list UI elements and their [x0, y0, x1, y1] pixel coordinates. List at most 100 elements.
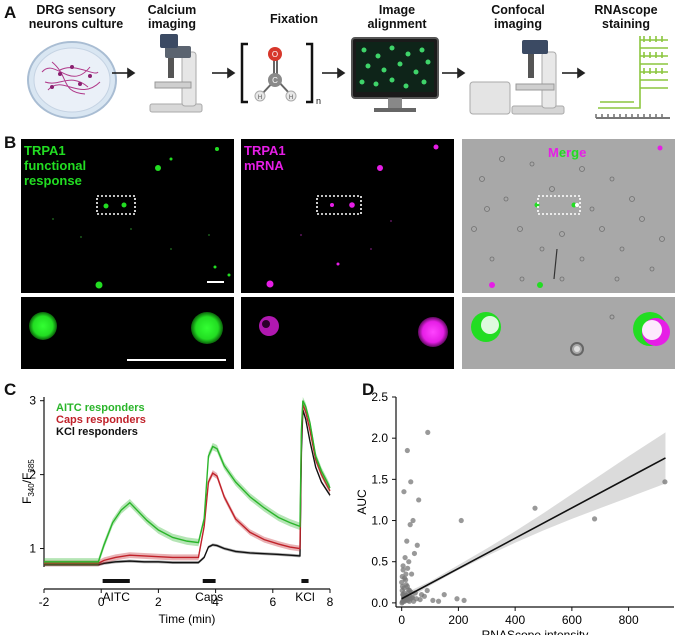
scatter-point: [401, 489, 407, 495]
confidence-band: [401, 432, 666, 603]
scatter-point: [454, 596, 460, 602]
x-tick-label: 6: [269, 595, 276, 609]
x-tick-label: 2: [155, 595, 162, 609]
merge-label: Merge: [548, 145, 587, 160]
scatter-point: [409, 595, 415, 601]
y-tick-label: 2.0: [371, 431, 388, 445]
stimulus-label-2: KCl: [295, 590, 314, 604]
scatter-point: [421, 593, 427, 599]
scatter-point: [662, 479, 668, 485]
y-tick-label: 1.0: [371, 514, 388, 528]
stimulus-label-0: AITC: [103, 590, 131, 604]
workflow-diagram: O C H H n: [27, 34, 670, 119]
y-tick-label: 3: [29, 394, 36, 408]
rnascope-probe-icon: [595, 36, 670, 119]
legend-entry-1: Caps responders: [56, 414, 146, 426]
scatter-point: [532, 505, 538, 511]
trpa1-response-label: TRPA1 functional response: [24, 143, 87, 188]
step-label-confocal: Confocal imaging: [491, 3, 545, 31]
step-label-alignment: Image alignment: [367, 3, 427, 31]
scatter-point: [400, 563, 406, 569]
scatter-point: [409, 571, 415, 577]
panel-label-b: B: [4, 133, 17, 152]
legend-entry-0: AITC responders: [56, 402, 145, 414]
x-axis-label: RNAScope intensity: [482, 628, 589, 635]
svg-text:C: C: [272, 76, 278, 85]
microscope-icon: [149, 34, 203, 113]
scatter-point: [402, 554, 408, 561]
x-tick-label: 4: [212, 595, 219, 609]
calcium-trace-chart: 1 2 3 -2 0 2 4 6 8 Time (min) F340/F385 AITC Caps KCl…: [20, 394, 334, 626]
svg-text:H: H: [258, 95, 262, 101]
scatter-point: [591, 516, 598, 522]
y-tick-label: 0.0: [371, 596, 388, 610]
scatter-point: [404, 447, 410, 454]
formaldehyde-icon: O C H H n: [240, 42, 321, 106]
scatter-point: [416, 497, 422, 503]
step-label-culture: DRG sensory neurons culture: [28, 3, 124, 31]
trpa1-mrna-zoom-image: [241, 297, 454, 369]
scatter-point: [411, 550, 418, 557]
scatter-point: [410, 517, 416, 524]
y-axis-label: F340/F385: [20, 459, 36, 504]
fit-line: [401, 457, 666, 600]
step-label-calcium: Calcium imaging: [147, 3, 197, 31]
step-label-rnascope: RNAscope staining: [594, 3, 658, 31]
scatter-point: [404, 538, 410, 544]
y-tick-label: 2: [29, 468, 36, 482]
stimulus-bar-0: [102, 579, 130, 583]
x-tick-label: 0: [398, 613, 405, 627]
x-tick-label: 0: [98, 595, 105, 609]
stimulus-bar-1: [202, 579, 216, 583]
scatter-point: [441, 592, 447, 598]
scatter-point: [414, 542, 420, 548]
x-tick-label: 8: [327, 595, 334, 609]
scatter-point: [400, 567, 406, 573]
confocal-microscope-icon: [469, 40, 565, 115]
svg-text:O: O: [272, 50, 278, 59]
x-tick-label: 200: [448, 613, 468, 627]
scatter-point: [408, 479, 414, 485]
panel-label-d: D: [362, 380, 375, 399]
merge-zoom-image: [462, 297, 675, 369]
x-tick-label: -2: [39, 595, 50, 609]
stimulus-bar-2: [301, 579, 309, 583]
y-axis-label: AUC: [355, 489, 369, 515]
merge-image: Merge: [462, 139, 675, 293]
series-line-1: [44, 404, 331, 565]
scatter-point: [399, 579, 405, 585]
scatter-point: [430, 597, 436, 604]
scatter-point: [399, 573, 405, 580]
scatter-point: [405, 565, 411, 571]
svg-text:H: H: [289, 95, 293, 101]
monitor-icon: [351, 37, 439, 112]
scatter-point: [435, 598, 442, 604]
petri-dish-icon: [27, 41, 117, 119]
panel-label-a: A: [4, 3, 17, 22]
workflow-arrows: [112, 67, 586, 79]
step-label-fixation: Fixation: [270, 12, 318, 26]
y-tick-label: 2.5: [371, 390, 388, 404]
trpa1-response-zoom-image: [21, 297, 234, 369]
auc-scatter-chart: 0.0 0.5 1.0 1.5 2.0 2.5 0 200 400 600 800 RNAScope …: [355, 390, 674, 635]
scatter-point: [406, 559, 412, 565]
series-line-0: [44, 400, 331, 563]
svg-text:n: n: [316, 96, 321, 106]
legend-entry-2: KCl responders: [56, 426, 138, 438]
scatter-point: [403, 577, 409, 583]
scatter-point: [417, 596, 423, 603]
scatter-point: [425, 429, 431, 436]
trpa1-mrna-label: TRPA1 mRNA: [244, 143, 286, 173]
scatter-point: [403, 582, 409, 588]
series-line-2: [44, 409, 331, 566]
y-tick-label: 1.5: [371, 472, 388, 486]
scatter-point: [403, 571, 409, 577]
scatter-point: [461, 597, 467, 604]
stimulus-label-1: Caps: [195, 590, 223, 604]
scatter-point: [401, 590, 407, 596]
y-tick-label: 1: [29, 542, 36, 556]
x-tick-label: 800: [619, 613, 639, 627]
panel-label-c: C: [4, 380, 17, 399]
x-tick-label: 400: [505, 613, 525, 627]
trpa1-response-image: TRPA1 functional response: [21, 139, 234, 293]
